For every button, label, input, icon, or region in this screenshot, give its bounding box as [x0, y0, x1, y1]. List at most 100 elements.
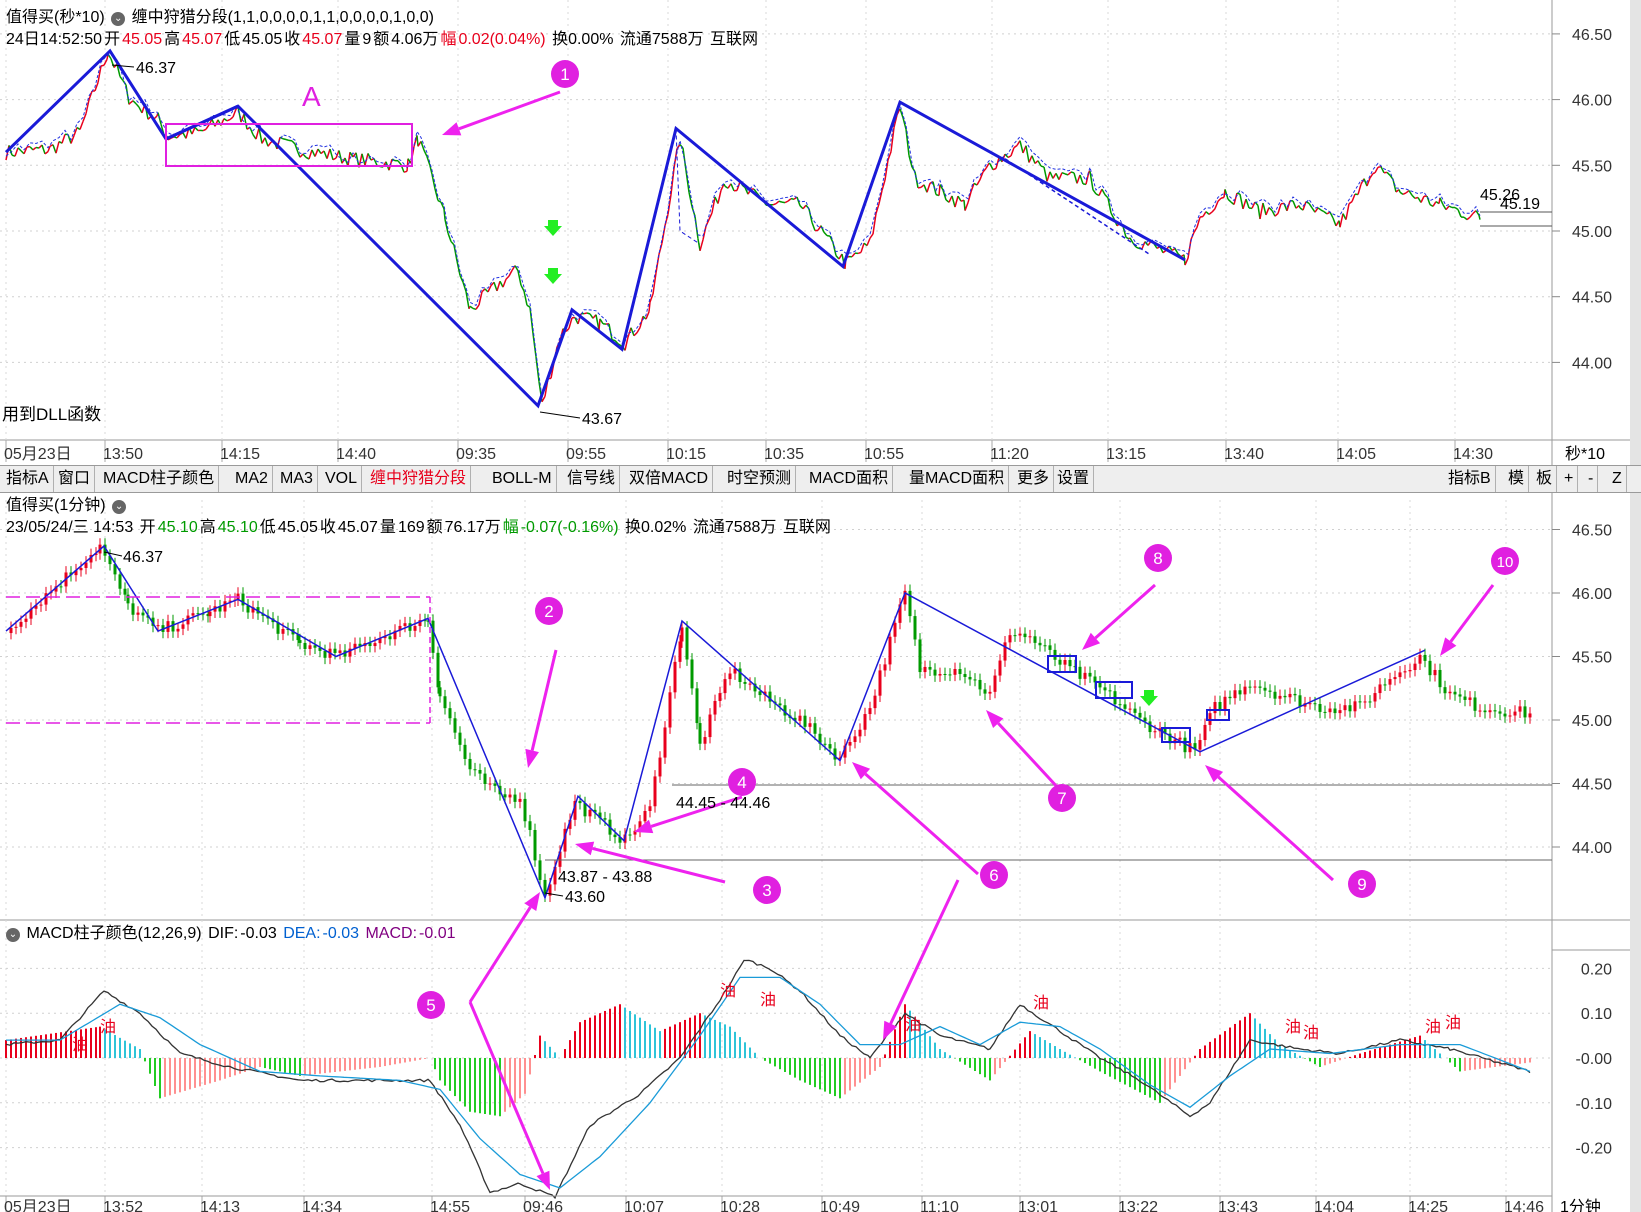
candle-body [923, 666, 927, 673]
price-tick [1061, 171, 1066, 175]
price-tick [832, 242, 837, 256]
toolbar-item[interactable]: 双倍MACD [625, 466, 714, 492]
toolbar-item[interactable]: 缠中狩猎分段 [366, 466, 472, 492]
candle-body [1473, 697, 1477, 711]
price-tick [736, 181, 741, 191]
macd-x-tick-label: 10:07 [624, 1199, 664, 1212]
label-leader-line [103, 551, 123, 557]
annotation-arrow-line [650, 795, 743, 828]
price-tick [326, 148, 331, 159]
price-tick [914, 171, 919, 189]
price-tick [116, 63, 121, 77]
toolbar-right-item[interactable]: Z [1608, 466, 1627, 492]
top-period-label: 秒*10 [1565, 445, 1605, 463]
price-tick [1469, 212, 1474, 218]
macd-signal-marker: 油 [760, 991, 776, 1009]
price-tick [1463, 216, 1468, 221]
candle-body [1078, 666, 1082, 679]
candle-body [958, 668, 962, 675]
candle-body [648, 806, 652, 811]
annotation-number-label: 1 [560, 65, 569, 84]
toolbar-right-item[interactable]: 模 [1504, 466, 1530, 492]
price-tick [1345, 203, 1350, 220]
price-tick [1348, 201, 1353, 205]
candle-body [1283, 695, 1287, 698]
candle-body [286, 628, 290, 630]
settings-circle-icon[interactable]: ⌄ [112, 500, 127, 514]
price-tick [630, 327, 635, 336]
dea-line [6, 976, 1531, 1189]
price-tick [899, 108, 904, 118]
settings-circle-icon[interactable]: ⌄ [111, 12, 126, 26]
candle-body [798, 715, 802, 721]
candle-body [1408, 670, 1412, 672]
settings-circle-icon[interactable]: ⌄ [6, 928, 20, 942]
price-tick [237, 106, 242, 123]
toolbar-item[interactable]: VOL [321, 466, 363, 492]
price-tick [447, 232, 452, 242]
top-x-tick-label: 13:15 [1106, 446, 1146, 463]
toolbar-item[interactable]: MA3 [276, 466, 318, 492]
candle-body [1268, 690, 1272, 692]
toolbar-right-item[interactable]: + [1560, 466, 1579, 492]
toolbar-item[interactable]: 更多 [1013, 466, 1055, 492]
toolbar-item[interactable]: MACD柱子颜色 [99, 466, 220, 492]
candle-body [1108, 690, 1112, 692]
price-tick [1432, 201, 1437, 207]
macd-signal-marker: 油 [720, 982, 736, 1000]
candle-body [1368, 701, 1372, 703]
candle-body [708, 714, 712, 738]
price-tick [267, 141, 272, 147]
toolbar-item[interactable]: 设置 [1053, 466, 1095, 492]
zigzag-segment-line [165, 104, 239, 141]
candle-body [993, 675, 997, 692]
candle-body [668, 692, 672, 728]
price-tick [614, 340, 619, 345]
candle-body [1188, 743, 1192, 753]
candle-body [1448, 691, 1452, 694]
price-tick [1408, 190, 1413, 196]
toolbar-right-item[interactable]: - [1584, 466, 1599, 492]
toolbar-item[interactable]: MA2 [231, 466, 273, 492]
candle-body [103, 544, 107, 556]
toolbar-item[interactable]: 信号线 [563, 466, 621, 492]
toolbar-item[interactable]: 窗口 [54, 466, 96, 492]
price-tick [598, 318, 601, 331]
annotation-arrow-line [468, 1001, 545, 1175]
macd-y-tick-label: -0.10 [1576, 1096, 1613, 1113]
price-tick [523, 290, 528, 306]
candle-body [1098, 682, 1102, 688]
price-tick [1392, 179, 1397, 193]
price-tick [565, 327, 570, 333]
annotation-arrow-head [575, 841, 595, 856]
candle-body [303, 642, 307, 649]
candle-body [436, 652, 440, 688]
toolbar-item[interactable]: MACD面积 [805, 466, 894, 492]
price-tick [908, 155, 913, 168]
candle-body [39, 604, 43, 606]
toolbar-item[interactable]: 指标A [2, 466, 54, 492]
price-tick [1417, 197, 1422, 203]
candle-body [1373, 693, 1377, 702]
macd-signal-marker: 油 [1425, 1018, 1441, 1036]
toolbar-item[interactable]: BOLL-M [488, 466, 557, 492]
candle-body [1308, 703, 1312, 705]
toolbar-right-item[interactable]: 板 [1532, 466, 1558, 492]
toolbar-item[interactable]: 量MACD面积 [905, 466, 1010, 492]
price-tick [1089, 171, 1094, 190]
price-tick [173, 136, 178, 139]
candle-body [1288, 693, 1292, 698]
toolbar-right-item[interactable]: 指标B [1444, 466, 1496, 492]
candle-body [373, 643, 377, 647]
mid-open: 45.10 [157, 519, 198, 536]
price-tick [574, 317, 579, 325]
candle-body [918, 639, 922, 673]
top-low: 45.05 [242, 31, 283, 48]
candle-body [1118, 704, 1122, 706]
zone-a-label: A [302, 81, 321, 112]
candle-body [191, 613, 195, 616]
top-vol-label: 量 [344, 31, 361, 48]
toolbar-item[interactable]: 时空预测 [723, 466, 797, 492]
mid-amt-label: 额 [426, 519, 443, 536]
